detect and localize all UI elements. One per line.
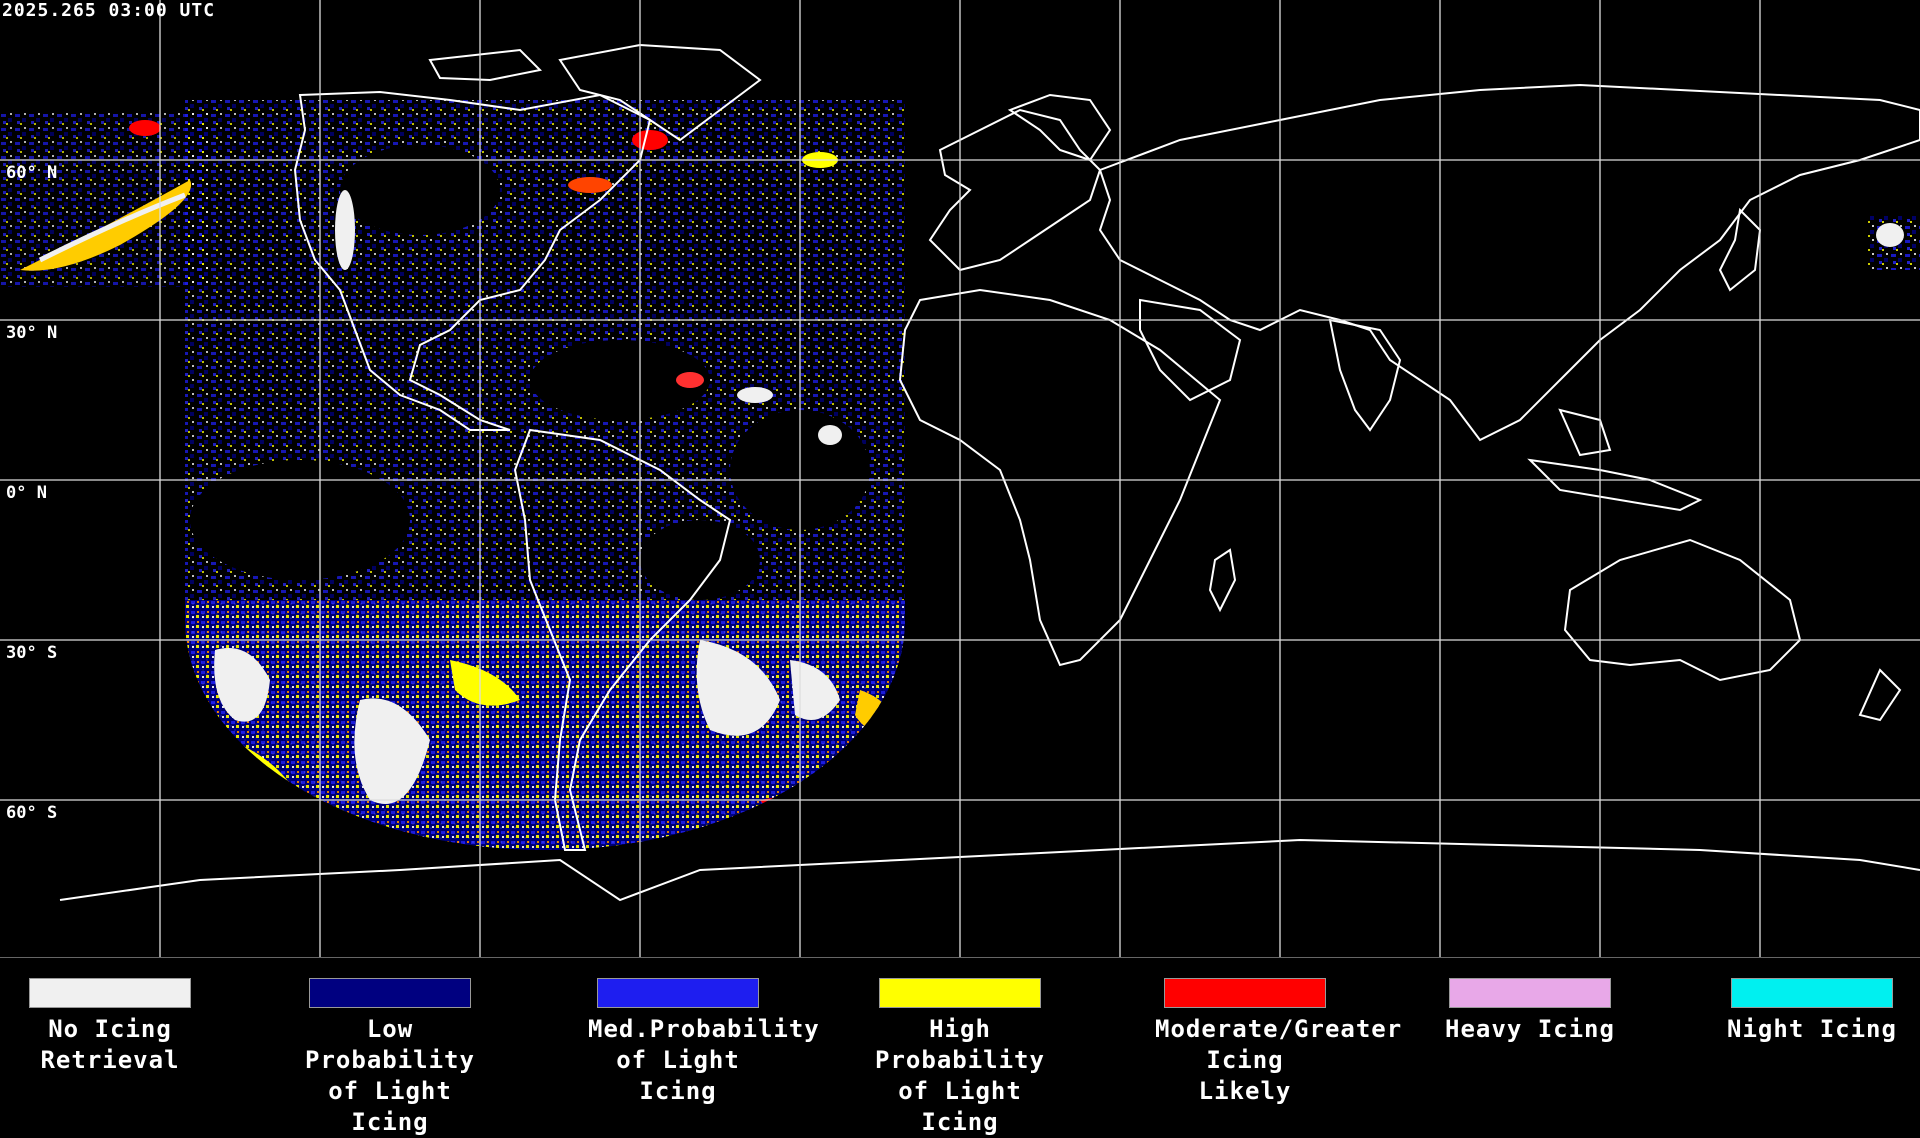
legend-swatch-high-prob: [879, 978, 1041, 1008]
lat-label-30s: 30° S: [6, 643, 58, 663]
timestamp-label: 2025.265 03:00 UTC: [2, 0, 216, 21]
legend-label-heavy: Heavy Icing: [1445, 1015, 1615, 1043]
legend-item-night: Night Icing: [1722, 978, 1902, 1045]
legend: No Icing Retrieval Low Probability of Li…: [0, 957, 1920, 1136]
pacific-scene-fragment: [0, 112, 1920, 287]
icing-map-panel: 2025.265 03:00 UTC 60° N 30° N 0° N 30° …: [0, 0, 1920, 957]
legend-label-night: Night Icing: [1727, 1015, 1897, 1043]
legend-item-med-prob: Med.Probability of Light Icing: [588, 978, 820, 1107]
legend-label-high-prob: High Probability of Light Icing: [875, 1015, 1045, 1136]
lat-label-60n: 60° N: [6, 163, 58, 183]
legend-item-heavy: Heavy Icing: [1440, 978, 1620, 1045]
legend-item-low-prob: Low Probability of Light Icing: [300, 978, 480, 1138]
graticule: [0, 0, 1920, 957]
world-map: [0, 0, 1920, 957]
legend-label-moderate: Moderate/Greater Icing Likely: [1155, 1015, 1403, 1105]
lat-label-30n: 30° N: [6, 323, 58, 343]
retrieval-coverage: [185, 100, 905, 850]
legend-label-no-icing: No Icing Retrieval: [40, 1015, 180, 1074]
legend-swatch-med-prob: [597, 978, 759, 1008]
lat-label-60s: 60° S: [6, 803, 58, 823]
legend-item-high-prob: High Probability of Light Icing: [870, 978, 1050, 1138]
legend-swatch-heavy: [1449, 978, 1611, 1008]
legend-label-med-prob: Med.Probability of Light Icing: [588, 1015, 820, 1105]
lat-label-0n: 0° N: [6, 483, 47, 503]
legend-item-moderate: Moderate/Greater Icing Likely: [1155, 978, 1403, 1107]
legend-label-low-prob: Low Probability of Light Icing: [305, 1015, 475, 1136]
legend-item-no-icing: No Icing Retrieval: [20, 978, 200, 1076]
legend-swatch-low-prob: [309, 978, 471, 1008]
legend-swatch-night: [1731, 978, 1893, 1008]
legend-swatch-no-icing: [29, 978, 191, 1008]
coastlines: [59, 43, 1920, 902]
legend-swatch-moderate: [1164, 978, 1326, 1008]
